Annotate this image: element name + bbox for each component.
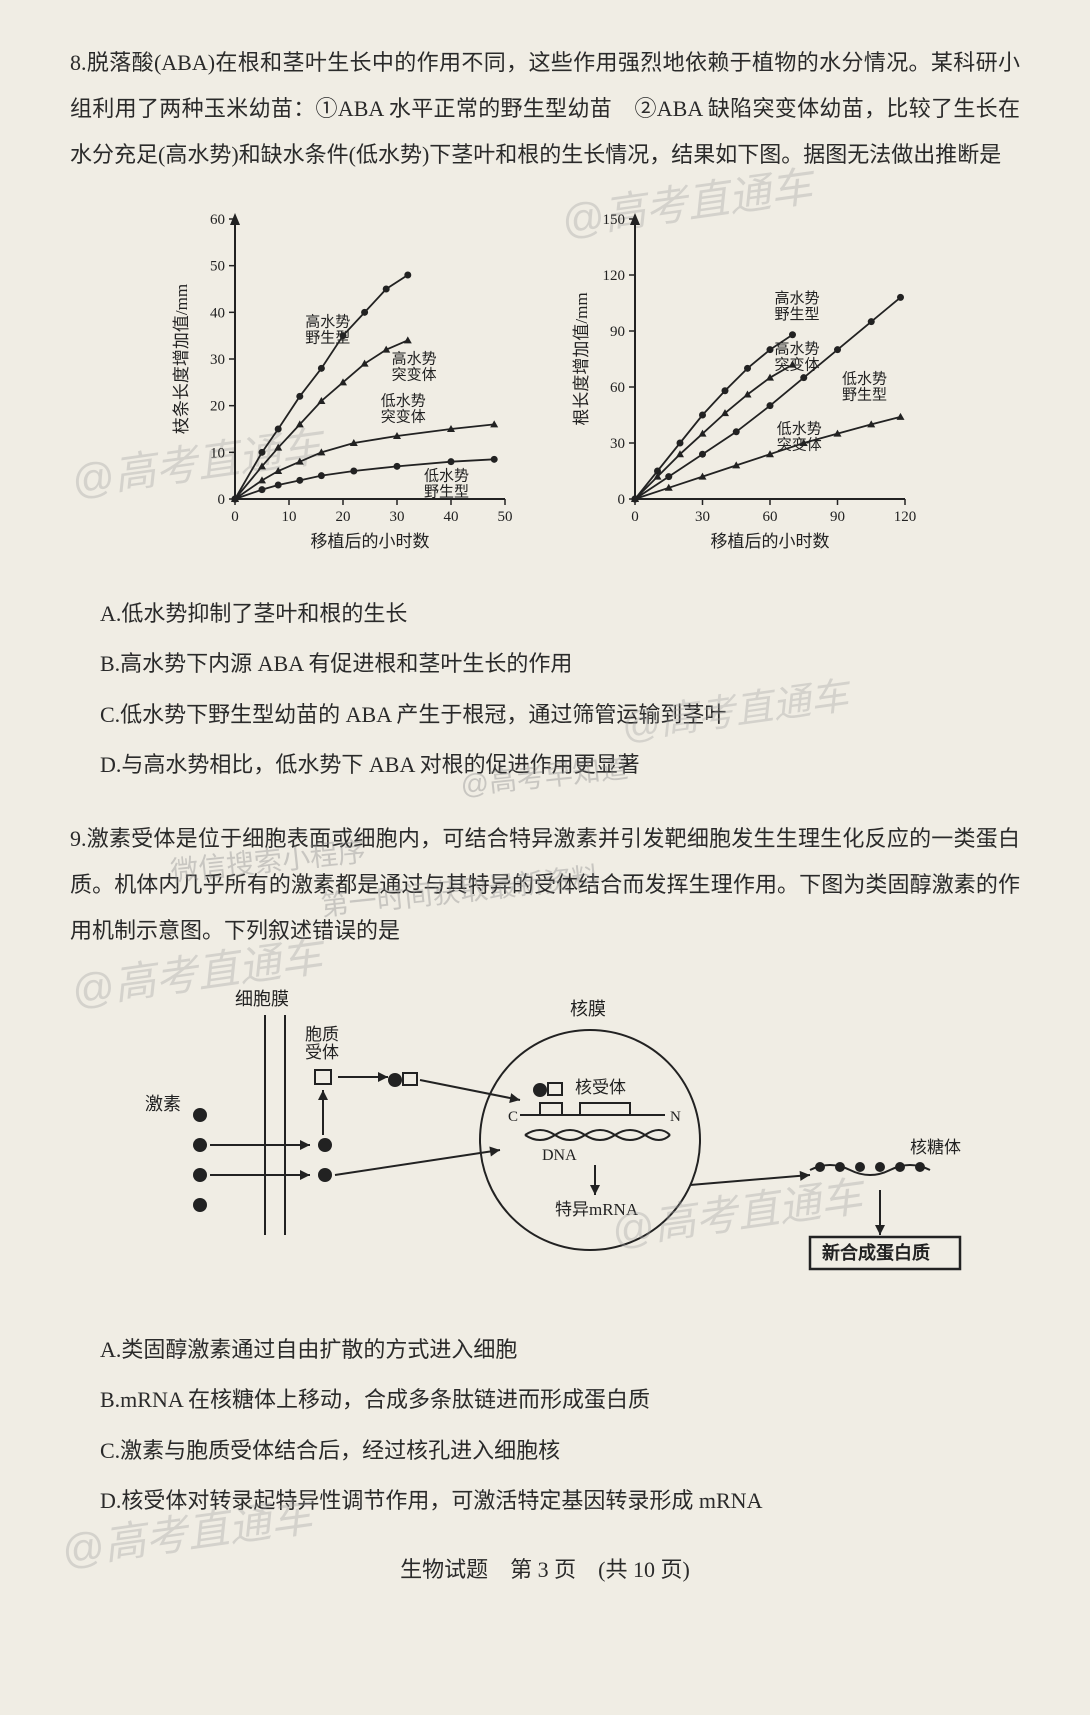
svg-text:低水势: 低水势 <box>777 420 822 437</box>
svg-text:20: 20 <box>210 398 225 414</box>
q9-option-d: D.核受体对转录起特异性调节作用，可激活特定基因转录形成 mRNA <box>100 1476 1020 1527</box>
q8-option-c: C.低水势下野生型幼苗的 ABA 产生于根冠，通过筛管运输到茎叶 <box>100 690 1020 741</box>
svg-text:核糖体: 核糖体 <box>910 1138 961 1157</box>
svg-text:枝条长度增加值/mm: 枝条长度增加值/mm <box>172 283 191 433</box>
q9-number: 9. <box>70 826 87 851</box>
q8-options: A.低水势抑制了茎叶和根的生长 B.高水势下内源 ABA 有促进根和茎叶生长的作… <box>100 589 1020 791</box>
svg-text:10: 10 <box>210 445 225 461</box>
svg-text:0: 0 <box>618 492 626 508</box>
svg-text:90: 90 <box>830 509 845 525</box>
svg-text:DNA: DNA <box>542 1147 577 1164</box>
q9-option-c: C.激素与胞质受体结合后，经过核孔进入细胞核 <box>100 1426 1020 1477</box>
svg-text:50: 50 <box>498 509 513 525</box>
page-footer: 生物试题 第 3 页 (共 10 页) <box>70 1552 1020 1584</box>
svg-text:低水势: 低水势 <box>842 370 887 387</box>
svg-text:细胞膜: 细胞膜 <box>235 989 289 1009</box>
q8-number: 8. <box>70 50 87 75</box>
q9-option-b: B.mRNA 在核糖体上移动，合成多条肽链进而形成蛋白质 <box>100 1375 1020 1426</box>
svg-text:30: 30 <box>695 509 710 525</box>
q9-text: 9.激素受体是位于细胞表面或细胞内，可结合特异激素并引发靶细胞发生生理生化反应的… <box>70 816 1020 955</box>
svg-text:30: 30 <box>610 436 625 452</box>
chart-shoot: 0 10 20 30 40 50 0 10 20 30 40 50 60 移植后的小时数 枝条长度增加值/m… <box>165 199 525 559</box>
svg-text:120: 120 <box>603 268 626 284</box>
svg-text:移植后的小时数: 移植后的小时数 <box>311 532 430 551</box>
svg-text:30: 30 <box>390 509 405 525</box>
svg-text:野生型: 野生型 <box>842 386 887 403</box>
svg-text:0: 0 <box>631 509 639 525</box>
svg-text:0: 0 <box>218 492 226 508</box>
svg-text:10: 10 <box>282 509 297 525</box>
svg-text:30: 30 <box>210 352 225 368</box>
svg-text:激素: 激素 <box>145 1094 181 1114</box>
svg-text:50: 50 <box>210 258 225 274</box>
svg-text:移植后的小时数: 移植后的小时数 <box>711 532 830 551</box>
svg-text:0: 0 <box>231 509 239 525</box>
svg-text:120: 120 <box>894 509 917 525</box>
charts-row: 0 10 20 30 40 50 0 10 20 30 40 50 60 移植后的小时数 枝条长度增加值/m… <box>70 199 1020 559</box>
q8-option-b: B.高水势下内源 ABA 有促进根和茎叶生长的作用 <box>100 639 1020 690</box>
svg-text:低水势: 低水势 <box>381 392 426 409</box>
svg-text:40: 40 <box>444 509 459 525</box>
svg-text:野生型: 野生型 <box>775 306 820 323</box>
svg-text:突变体: 突变体 <box>381 408 426 425</box>
svg-text:野生型: 野生型 <box>305 329 350 346</box>
svg-text:高水势: 高水势 <box>775 290 820 307</box>
svg-text:根长度增加值/mm: 根长度增加值/mm <box>572 292 591 425</box>
svg-text:60: 60 <box>610 380 625 396</box>
chart-root: 0 30 60 90 120 0 30 60 90 120 150 移植后的小时数 根长度增加值/mm 高… <box>565 199 925 559</box>
q8-text: 8.脱落酸(ABA)在根和茎叶生长中的作用不同，这些作用强烈地依赖于植物的水分情… <box>70 40 1020 179</box>
svg-text:高水势: 高水势 <box>775 340 820 357</box>
q9-body: 激素受体是位于细胞表面或细胞内，可结合特异激素并引发靶细胞发生生理生化反应的一类… <box>70 826 1020 943</box>
svg-text:高水势: 高水势 <box>392 350 437 367</box>
svg-text:新合成蛋白质: 新合成蛋白质 <box>822 1242 930 1263</box>
svg-text:特异mRNA: 特异mRNA <box>555 1200 639 1219</box>
q8-body: 脱落酸(ABA)在根和茎叶生长中的作用不同，这些作用强烈地依赖于植物的水分情况。… <box>70 50 1020 167</box>
q8-option-a: A.低水势抑制了茎叶和根的生长 <box>100 589 1020 640</box>
svg-text:低水势: 低水势 <box>424 467 469 484</box>
svg-text:受体: 受体 <box>305 1043 339 1062</box>
svg-text:60: 60 <box>763 509 778 525</box>
svg-text:C: C <box>508 1109 518 1125</box>
svg-text:90: 90 <box>610 324 625 340</box>
q9-diagram: 细胞膜激素 胞质受体 核膜核受体 C N DNA 特异mRNA 核糖体新合成蛋白质 <box>70 975 1020 1305</box>
svg-text:核膜: 核膜 <box>570 999 606 1019</box>
svg-text:20: 20 <box>336 509 351 525</box>
svg-text:150: 150 <box>603 212 626 228</box>
svg-text:高水势: 高水势 <box>305 313 350 330</box>
q8-option-d: D.与高水势相比，低水势下 ABA 对根的促进作用更显著 <box>100 740 1020 791</box>
q9-option-a: A.类固醇激素通过自由扩散的方式进入细胞 <box>100 1325 1020 1376</box>
svg-text:突变体: 突变体 <box>392 366 437 383</box>
svg-text:野生型: 野生型 <box>424 483 469 500</box>
svg-text:胞质: 胞质 <box>305 1025 339 1044</box>
svg-text:核受体: 核受体 <box>575 1078 626 1097</box>
svg-text:突变体: 突变体 <box>777 436 822 453</box>
svg-text:60: 60 <box>210 212 225 228</box>
svg-text:N: N <box>670 1109 681 1125</box>
svg-text:40: 40 <box>210 305 225 321</box>
q9-options: A.类固醇激素通过自由扩散的方式进入细胞 B.mRNA 在核糖体上移动，合成多条… <box>100 1325 1020 1527</box>
